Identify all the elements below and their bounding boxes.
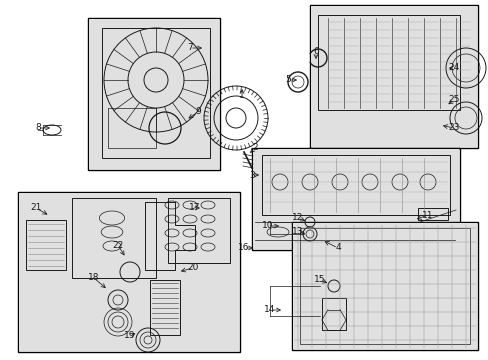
Text: 24: 24 [447, 63, 459, 72]
Text: 2: 2 [252, 144, 257, 153]
Text: 10: 10 [262, 221, 273, 230]
Bar [252, 149, 458, 249]
Bar [88, 18, 220, 170]
Text: 25: 25 [447, 95, 459, 104]
Text: 22: 22 [112, 240, 123, 249]
Text: 17: 17 [189, 203, 201, 212]
Text: 11: 11 [421, 211, 433, 220]
Bar [26, 220, 66, 270]
Bar [321, 298, 346, 330]
Bar [251, 148, 459, 250]
Text: 18: 18 [88, 274, 100, 283]
Text: 6: 6 [312, 48, 318, 57]
Bar [150, 280, 180, 335]
Bar [262, 155, 449, 215]
Text: 16: 16 [238, 243, 249, 252]
Bar [309, 5, 477, 148]
Text: 1: 1 [239, 90, 244, 99]
Text: 20: 20 [187, 264, 198, 273]
Text: 23: 23 [447, 123, 459, 132]
Text: 5: 5 [285, 76, 290, 85]
Bar [72, 198, 156, 278]
Bar [310, 6, 476, 147]
Bar [19, 193, 239, 351]
Text: 8: 8 [35, 123, 41, 132]
Bar [89, 19, 219, 169]
Text: 19: 19 [124, 332, 136, 341]
Text: 14: 14 [264, 306, 275, 315]
Bar [417, 208, 447, 220]
Text: 13: 13 [292, 228, 303, 237]
Bar [102, 28, 209, 158]
Text: 7: 7 [187, 44, 192, 53]
Bar [108, 108, 156, 148]
Bar [18, 192, 240, 352]
Text: 9: 9 [195, 108, 201, 117]
Text: 21: 21 [30, 203, 41, 212]
Text: 3: 3 [248, 171, 254, 180]
Bar [168, 198, 229, 263]
Bar [299, 228, 469, 344]
Bar [292, 223, 476, 349]
Text: 12: 12 [292, 213, 303, 222]
Bar [291, 222, 477, 350]
Text: 4: 4 [334, 243, 340, 252]
Text: 15: 15 [314, 275, 325, 284]
